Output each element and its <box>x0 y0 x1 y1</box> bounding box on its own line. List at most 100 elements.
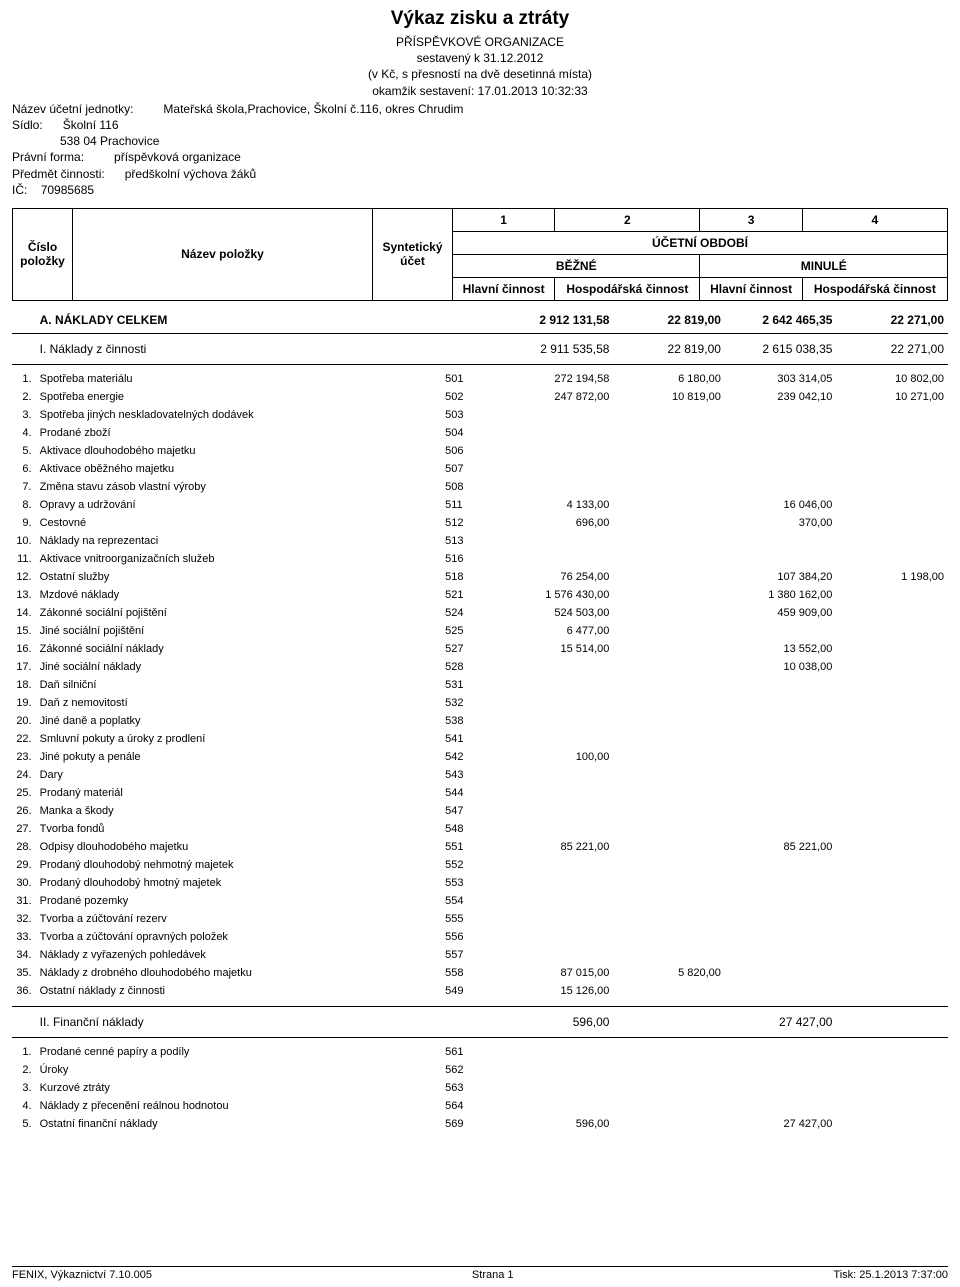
row-num: 29. <box>12 856 36 874</box>
row-v2 <box>613 838 725 856</box>
table-row: 12.Ostatní služby51876 254,00107 384,201… <box>12 568 948 586</box>
row-v3: 107 384,20 <box>725 568 837 586</box>
row-v3 <box>725 892 837 910</box>
row-acct: 532 <box>441 694 502 712</box>
row-label: Prodaný materiál <box>36 784 442 802</box>
row-v1: 272 194,58 <box>502 370 614 388</box>
table-row: 4.Prodané zboží504 <box>12 424 948 442</box>
row-v1 <box>502 802 614 820</box>
row-v2 <box>613 1097 725 1115</box>
row-v3: 239 042,10 <box>725 388 837 406</box>
table-row: 35.Náklady z drobného dlouhodobého majet… <box>12 964 948 982</box>
row-v4 <box>836 1097 948 1115</box>
row-v1: 15 514,00 <box>502 640 614 658</box>
hdr-c4: 4 <box>802 208 947 231</box>
row-v4 <box>836 748 948 766</box>
row-label: Zákonné sociální náklady <box>36 640 442 658</box>
row-label: Aktivace oběžného majetku <box>36 460 442 478</box>
row-v2 <box>613 1079 725 1097</box>
row-acct: 527 <box>441 640 502 658</box>
row-v4 <box>836 478 948 496</box>
row-v2 <box>613 766 725 784</box>
unit-value: Mateřská škola,Prachovice, Školní č.116,… <box>163 102 463 116</box>
row-acct: 563 <box>441 1079 502 1097</box>
row-v1 <box>502 910 614 928</box>
row-v2 <box>613 640 725 658</box>
row-v1 <box>502 892 614 910</box>
row-v3 <box>725 1079 837 1097</box>
row-label: Prodaný dlouhodobý nehmotný majetek <box>36 856 442 874</box>
row-label: Daň z nemovitostí <box>36 694 442 712</box>
row-v1: 696,00 <box>502 514 614 532</box>
row-acct: 548 <box>441 820 502 838</box>
row-v1 <box>502 946 614 964</box>
row-v1: 596,00 <box>502 1115 614 1133</box>
table-row: 14.Zákonné sociální pojištění524524 503,… <box>12 604 948 622</box>
header-table: Číslo položky Název položky Syntetický ú… <box>12 208 948 301</box>
row-v1 <box>502 730 614 748</box>
section-label: II. Finanční náklady <box>36 1006 442 1037</box>
row-v1: 247 872,00 <box>502 388 614 406</box>
unit-label: Název účetní jednotky: <box>12 101 133 117</box>
row-v1: 87 015,00 <box>502 964 614 982</box>
row-label: Prodané cenné papíry a podíly <box>36 1043 442 1061</box>
table-row: 23.Jiné pokuty a penále542100,00 <box>12 748 948 766</box>
row-acct: 506 <box>441 442 502 460</box>
row-v2 <box>613 586 725 604</box>
row-num: 13. <box>12 586 36 604</box>
doc-subtitle-1: PŘÍSPĚVKOVÉ ORGANIZACE <box>12 34 948 50</box>
row-label: Náklady z přecenění reálnou hodnotou <box>36 1097 442 1115</box>
section-v2: 22 819,00 <box>613 333 725 364</box>
row-v1 <box>502 424 614 442</box>
table-row: 3.Spotřeba jiných neskladovatelných dodá… <box>12 406 948 424</box>
row-v3: 1 380 162,00 <box>725 586 837 604</box>
row-num: 11. <box>12 550 36 568</box>
hdr-current: BĚŽNÉ <box>453 254 700 277</box>
hdr-main-2: Hlavní činnost <box>700 277 802 300</box>
table-row: 9.Cestovné512696,00370,00 <box>12 514 948 532</box>
row-v1: 85 221,00 <box>502 838 614 856</box>
row-v1 <box>502 928 614 946</box>
table-row: 1.Prodané cenné papíry a podíly561 <box>12 1043 948 1061</box>
row-num: 7. <box>12 478 36 496</box>
row-v4 <box>836 1061 948 1079</box>
row-v3 <box>725 766 837 784</box>
row-v3 <box>725 856 837 874</box>
table-row: 6.Aktivace oběžného majetku507 <box>12 460 948 478</box>
row-num: 33. <box>12 928 36 946</box>
table-row: 27.Tvorba fondů548 <box>12 820 948 838</box>
ic-value: 70985685 <box>41 183 94 197</box>
row-label: Náklady na reprezentaci <box>36 532 442 550</box>
row-label: Aktivace dlouhodobého majetku <box>36 442 442 460</box>
row-acct: 508 <box>441 478 502 496</box>
row-v2 <box>613 982 725 1000</box>
row-v3 <box>725 1043 837 1061</box>
table-row: 4.Náklady z přecenění reálnou hodnotou56… <box>12 1097 948 1115</box>
row-v1: 524 503,00 <box>502 604 614 622</box>
table-row: 2.Úroky562 <box>12 1061 948 1079</box>
row-v2: 10 819,00 <box>613 388 725 406</box>
hdr-main-1: Hlavní činnost <box>453 277 555 300</box>
footer-center: Strana 1 <box>472 1269 514 1281</box>
row-v1: 100,00 <box>502 748 614 766</box>
row-v3 <box>725 802 837 820</box>
footer-left: FENIX, Výkaznictví 7.10.005 <box>12 1269 152 1281</box>
row-v3 <box>725 622 837 640</box>
row-v2 <box>613 892 725 910</box>
row-num: 2. <box>12 388 36 406</box>
row-acct: 512 <box>441 514 502 532</box>
row-num: 3. <box>12 406 36 424</box>
row-v3: 303 314,05 <box>725 370 837 388</box>
row-label: Tvorba a zúčtování rezerv <box>36 910 442 928</box>
row-label: Změna stavu zásob vlastní výroby <box>36 478 442 496</box>
row-acct: 541 <box>441 730 502 748</box>
row-v3: 27 427,00 <box>725 1115 837 1133</box>
row-v1 <box>502 694 614 712</box>
row-v2 <box>613 784 725 802</box>
row-acct: 513 <box>441 532 502 550</box>
row-acct: 521 <box>441 586 502 604</box>
hdr-c2: 2 <box>555 208 700 231</box>
row-num: 5. <box>12 1115 36 1133</box>
row-num: 35. <box>12 964 36 982</box>
row-acct: 556 <box>441 928 502 946</box>
